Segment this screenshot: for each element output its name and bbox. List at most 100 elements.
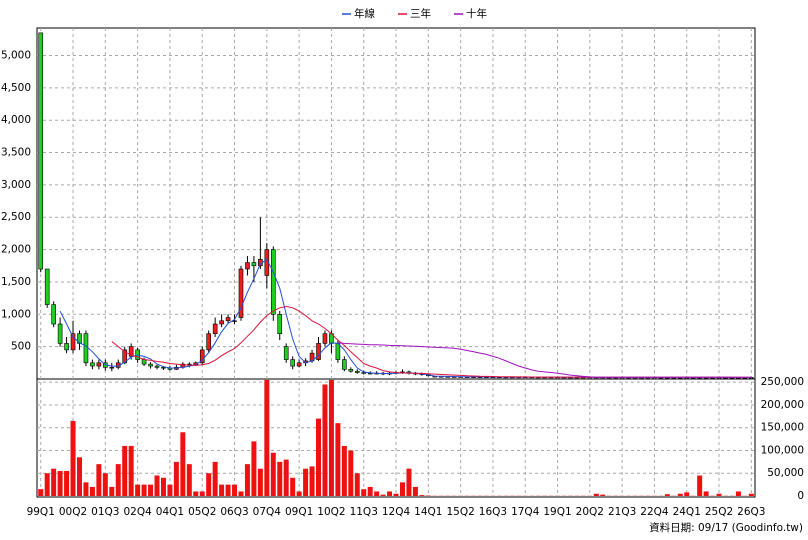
volume-bar [141, 484, 147, 496]
y2-tick-label: 150,000 [761, 422, 804, 434]
volume-bar [128, 445, 134, 496]
candle-body [154, 365, 160, 368]
x-tick-label: 07Q4 [253, 506, 282, 518]
footer: 資料日期: 09/17 (Goodinfo.tw) [649, 521, 803, 534]
volume-bar [735, 491, 741, 496]
candle-body [225, 317, 231, 322]
volume-bar [374, 491, 380, 496]
x-tick-label: 00Q2 [59, 506, 87, 518]
candle-body [354, 370, 360, 373]
y-tick-label: 5,000 [1, 49, 31, 61]
candle-body [206, 333, 211, 351]
volume-bar [677, 493, 683, 496]
volume-bar [154, 475, 160, 496]
volume-bar [283, 459, 289, 496]
volume-bar [38, 489, 44, 496]
volume-bar [593, 493, 599, 496]
candle-body [38, 32, 44, 270]
candle-body [77, 333, 82, 344]
candle-body [57, 323, 63, 344]
candle-body [342, 359, 347, 370]
x-tick-label: 20Q2 [576, 506, 604, 518]
candle-body [348, 368, 354, 372]
volume-bar [393, 493, 399, 496]
volume-bar [160, 477, 166, 496]
volume-bar [703, 491, 709, 496]
volume-bar [322, 384, 328, 496]
volume-bar [193, 491, 199, 496]
y2-tick-label: 50,000 [767, 467, 804, 479]
candle-body [238, 268, 244, 318]
candle-body [161, 367, 166, 369]
volume-bar [238, 491, 244, 496]
x-tick-label: 26Q3 [737, 506, 765, 518]
volume-bar [290, 477, 296, 496]
volume-bar [51, 468, 57, 496]
candle-body [90, 362, 95, 367]
candle-body [83, 333, 89, 364]
volume-bar [303, 468, 309, 496]
x-tick-label: 99Q1 [27, 506, 55, 518]
candle-body [122, 349, 128, 364]
volume-bar [102, 473, 108, 496]
volume-bar [354, 473, 360, 496]
volume-bar [148, 484, 154, 496]
volume-bar [748, 493, 754, 496]
candle-body [141, 359, 147, 365]
x-tick-label: 22Q4 [640, 506, 669, 518]
volume-bar [89, 486, 95, 496]
volume-bar [186, 464, 192, 496]
candle-body [283, 346, 289, 360]
volume-bar [600, 494, 606, 496]
candle-body [322, 333, 328, 344]
volume-bar [341, 445, 347, 496]
volume-bar [212, 461, 218, 496]
y-tick-label: 3,000 [1, 179, 31, 191]
x-tick-label: 16Q3 [479, 506, 507, 518]
y-tick-label: 1,500 [1, 276, 31, 288]
x-tick-label: 17Q4 [511, 506, 540, 518]
volume-bar [173, 461, 179, 496]
candle-body [296, 362, 302, 367]
volume-bar [399, 482, 405, 496]
y-tick-label: 2,500 [1, 211, 31, 223]
y-tick-label: 3,500 [1, 147, 31, 159]
volume-bar [232, 484, 238, 496]
legend-label: 年線 [354, 7, 375, 20]
volume-bar [264, 379, 270, 496]
volume-bar [76, 457, 82, 496]
volume-bar [109, 486, 115, 496]
volume-bar [335, 423, 341, 496]
volume-bar [367, 486, 373, 496]
candle-body [148, 363, 153, 367]
volume-bar [697, 475, 703, 496]
candle-body [316, 343, 321, 360]
x-tick-label: 09Q1 [285, 506, 313, 518]
y-tick-label: 1,000 [1, 308, 31, 320]
volume-bar [684, 492, 690, 496]
candle-body [245, 262, 250, 270]
volume-bar [316, 418, 322, 496]
volume-bar [419, 495, 425, 496]
volume-bar [716, 493, 722, 496]
volume-bar [244, 464, 250, 496]
x-tick-label: 02Q4 [123, 506, 152, 518]
volume-bar [387, 491, 393, 496]
candle-body [361, 372, 367, 374]
volume-bar [270, 452, 276, 496]
x-tick-label: 04Q1 [156, 506, 184, 518]
x-tick-label: 12Q4 [382, 506, 411, 518]
candle-body [270, 249, 276, 315]
candle-body [219, 320, 224, 325]
candle-body [199, 349, 205, 364]
candle-body [64, 343, 69, 351]
volume-bar [380, 494, 386, 496]
volume-bar [219, 484, 225, 496]
candle-body [251, 262, 257, 267]
candle-body [51, 304, 56, 325]
volume-bar [199, 491, 205, 496]
y-tick-label: 4,500 [1, 82, 31, 94]
x-tick-label: 06Q3 [220, 506, 248, 518]
volume-bar [309, 466, 315, 496]
